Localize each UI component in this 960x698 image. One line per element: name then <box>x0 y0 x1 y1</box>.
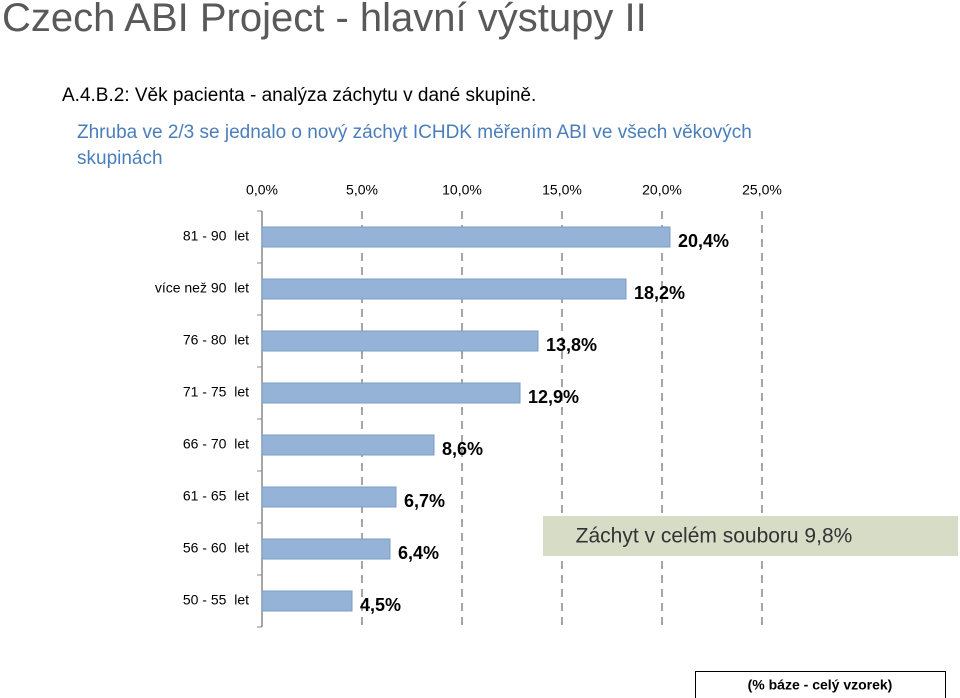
value-label: 6,4% <box>398 543 439 563</box>
y-tick-label: 61 - 65 let <box>183 488 249 504</box>
y-tick-label: 66 - 70 let <box>183 436 249 452</box>
value-label: 20,4% <box>678 231 729 251</box>
annotation: Záchyt v celém souboru 9,8% <box>576 525 853 548</box>
x-tick-label: 5,0% <box>346 182 378 198</box>
x-tick-label: 25,0% <box>742 182 782 198</box>
bar <box>261 382 521 404</box>
x-tick-label: 10,0% <box>442 182 482 198</box>
x-tick-label: 20,0% <box>642 182 682 198</box>
value-label: 18,2% <box>634 283 685 303</box>
value-label: 6,7% <box>404 491 445 511</box>
bar <box>261 278 627 300</box>
note-box <box>695 671 946 698</box>
value-label: 12,9% <box>528 387 579 407</box>
value-label: 13,8% <box>546 335 597 355</box>
bar <box>261 434 435 456</box>
bar <box>261 538 391 560</box>
slide-title: Czech ABI Project - hlavní výstupy II <box>2 0 647 40</box>
bar <box>261 330 539 352</box>
y-tick-label: 71 - 75 let <box>183 384 249 400</box>
y-tick-label: 76 - 80 let <box>183 332 249 348</box>
note: (% báze - celý vzorek) <box>748 677 893 693</box>
y-tick-label: 50 - 55 let <box>183 592 249 608</box>
annotation-box <box>543 516 958 556</box>
subtitle: A.4.B.2: Věk pacienta - analýza záchytu … <box>62 85 537 106</box>
bar <box>261 590 353 612</box>
y-tick-label: 81 - 90 let <box>183 228 249 244</box>
y-tick-label: více než 90 let <box>155 280 249 296</box>
bar <box>261 486 397 508</box>
bar <box>261 226 671 248</box>
y-tick-label: 56 - 60 let <box>183 540 249 556</box>
description: Zhruba ve 2/3 se jednalo o nový záchyt I… <box>77 122 752 169</box>
value-label: 4,5% <box>360 595 401 615</box>
value-label: 8,6% <box>442 439 483 459</box>
x-tick-label: 0,0% <box>246 182 278 198</box>
x-tick-label: 15,0% <box>542 182 582 198</box>
